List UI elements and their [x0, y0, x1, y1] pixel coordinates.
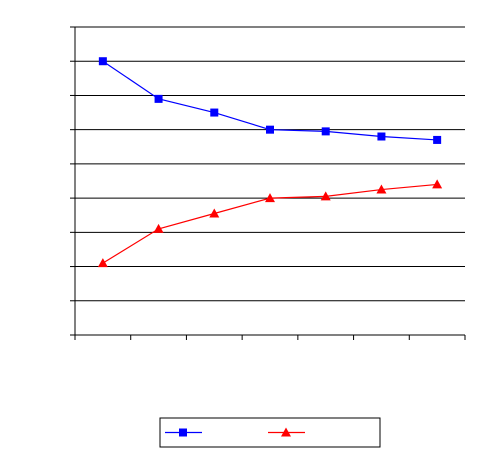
marker: [266, 125, 274, 134]
marker: [98, 57, 107, 66]
marker: [433, 135, 442, 144]
marker: [179, 428, 187, 437]
marker: [376, 184, 387, 194]
marker: [154, 94, 163, 103]
marker: [281, 427, 291, 437]
marker: [432, 179, 443, 189]
marker: [321, 127, 330, 136]
marker: [210, 108, 219, 117]
marker: [153, 223, 164, 233]
marker: [265, 193, 275, 203]
legend: [159, 417, 381, 448]
marker: [320, 191, 331, 201]
marker: [377, 132, 386, 141]
marker: [209, 208, 220, 218]
marker: [97, 258, 108, 268]
